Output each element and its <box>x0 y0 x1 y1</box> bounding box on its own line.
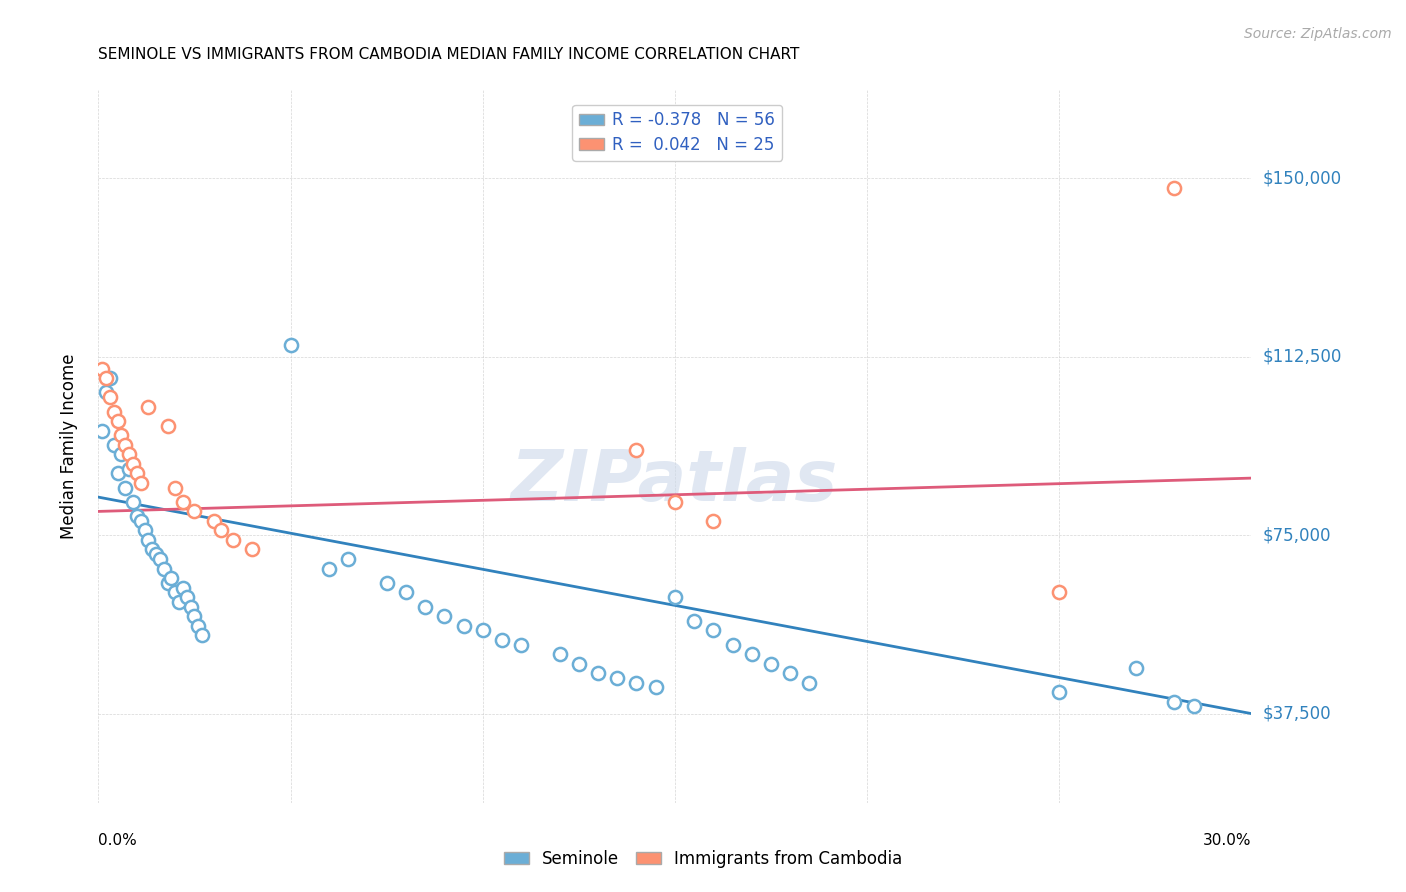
Point <box>122 495 145 509</box>
Point <box>156 418 179 433</box>
Point <box>141 542 163 557</box>
Point <box>1163 181 1185 195</box>
Point <box>626 442 648 457</box>
Point <box>395 585 418 599</box>
Text: 0.0%: 0.0% <box>98 833 138 848</box>
Point <box>138 533 160 547</box>
Point <box>91 424 114 438</box>
Point <box>165 585 187 599</box>
Point <box>107 467 129 481</box>
Text: Source: ZipAtlas.com: Source: ZipAtlas.com <box>1244 27 1392 41</box>
Point <box>180 599 202 614</box>
Text: ZIPatlas: ZIPatlas <box>512 447 838 516</box>
Point <box>110 428 132 442</box>
Point <box>413 599 436 614</box>
Point <box>183 609 205 624</box>
Point <box>160 571 183 585</box>
Point <box>191 628 214 642</box>
Point <box>202 514 225 528</box>
Point <box>165 481 187 495</box>
Point <box>110 447 132 461</box>
Point <box>1163 695 1185 709</box>
Point <box>145 547 167 561</box>
Point <box>94 385 117 400</box>
Point <box>222 533 245 547</box>
Point <box>568 657 591 671</box>
Point <box>138 400 160 414</box>
Point <box>149 552 172 566</box>
Legend: R = -0.378   N = 56, R =  0.042   N = 25: R = -0.378 N = 56, R = 0.042 N = 25 <box>572 104 782 161</box>
Point <box>98 390 121 404</box>
Point <box>779 666 801 681</box>
Point <box>1125 661 1147 675</box>
Point <box>114 481 136 495</box>
Text: $75,000: $75,000 <box>1263 526 1331 544</box>
Y-axis label: Median Family Income: Median Family Income <box>59 353 77 539</box>
Point <box>1182 699 1205 714</box>
Legend: Seminole, Immigrants from Cambodia: Seminole, Immigrants from Cambodia <box>496 844 910 875</box>
Point <box>1047 685 1070 699</box>
Point <box>318 561 340 575</box>
Point <box>129 514 152 528</box>
Point <box>125 509 148 524</box>
Point <box>644 681 666 695</box>
Point <box>134 524 156 538</box>
Point <box>176 590 198 604</box>
Point <box>122 457 145 471</box>
Point <box>172 581 194 595</box>
Point <box>433 609 456 624</box>
Point <box>799 675 821 690</box>
Point <box>280 338 302 352</box>
Point <box>167 595 190 609</box>
Point <box>664 590 686 604</box>
Point <box>91 361 114 376</box>
Point <box>683 614 706 628</box>
Point <box>759 657 782 671</box>
Point <box>129 475 152 490</box>
Point <box>107 414 129 428</box>
Point <box>240 542 263 557</box>
Point <box>721 638 744 652</box>
Point <box>187 618 209 632</box>
Text: $37,500: $37,500 <box>1263 705 1331 723</box>
Point <box>491 632 513 647</box>
Point <box>548 647 571 661</box>
Point <box>702 514 724 528</box>
Point <box>741 647 763 661</box>
Point <box>453 618 475 632</box>
Point <box>606 671 628 685</box>
Point <box>156 575 179 590</box>
Point <box>172 495 194 509</box>
Point <box>98 371 121 385</box>
Point <box>586 666 609 681</box>
Point <box>209 524 232 538</box>
Point <box>375 575 398 590</box>
Point <box>337 552 360 566</box>
Point <box>103 404 125 418</box>
Point <box>510 638 533 652</box>
Point <box>702 624 724 638</box>
Point <box>664 495 686 509</box>
Point <box>183 504 205 518</box>
Text: SEMINOLE VS IMMIGRANTS FROM CAMBODIA MEDIAN FAMILY INCOME CORRELATION CHART: SEMINOLE VS IMMIGRANTS FROM CAMBODIA MED… <box>98 47 800 62</box>
Text: 30.0%: 30.0% <box>1204 833 1251 848</box>
Text: $150,000: $150,000 <box>1263 169 1341 187</box>
Point <box>471 624 494 638</box>
Point <box>125 467 148 481</box>
Point <box>1047 585 1070 599</box>
Point <box>114 438 136 452</box>
Point <box>118 447 141 461</box>
Point <box>152 561 174 575</box>
Point <box>626 675 648 690</box>
Point <box>103 438 125 452</box>
Point <box>118 461 141 475</box>
Text: $112,500: $112,500 <box>1263 348 1341 366</box>
Point <box>94 371 117 385</box>
